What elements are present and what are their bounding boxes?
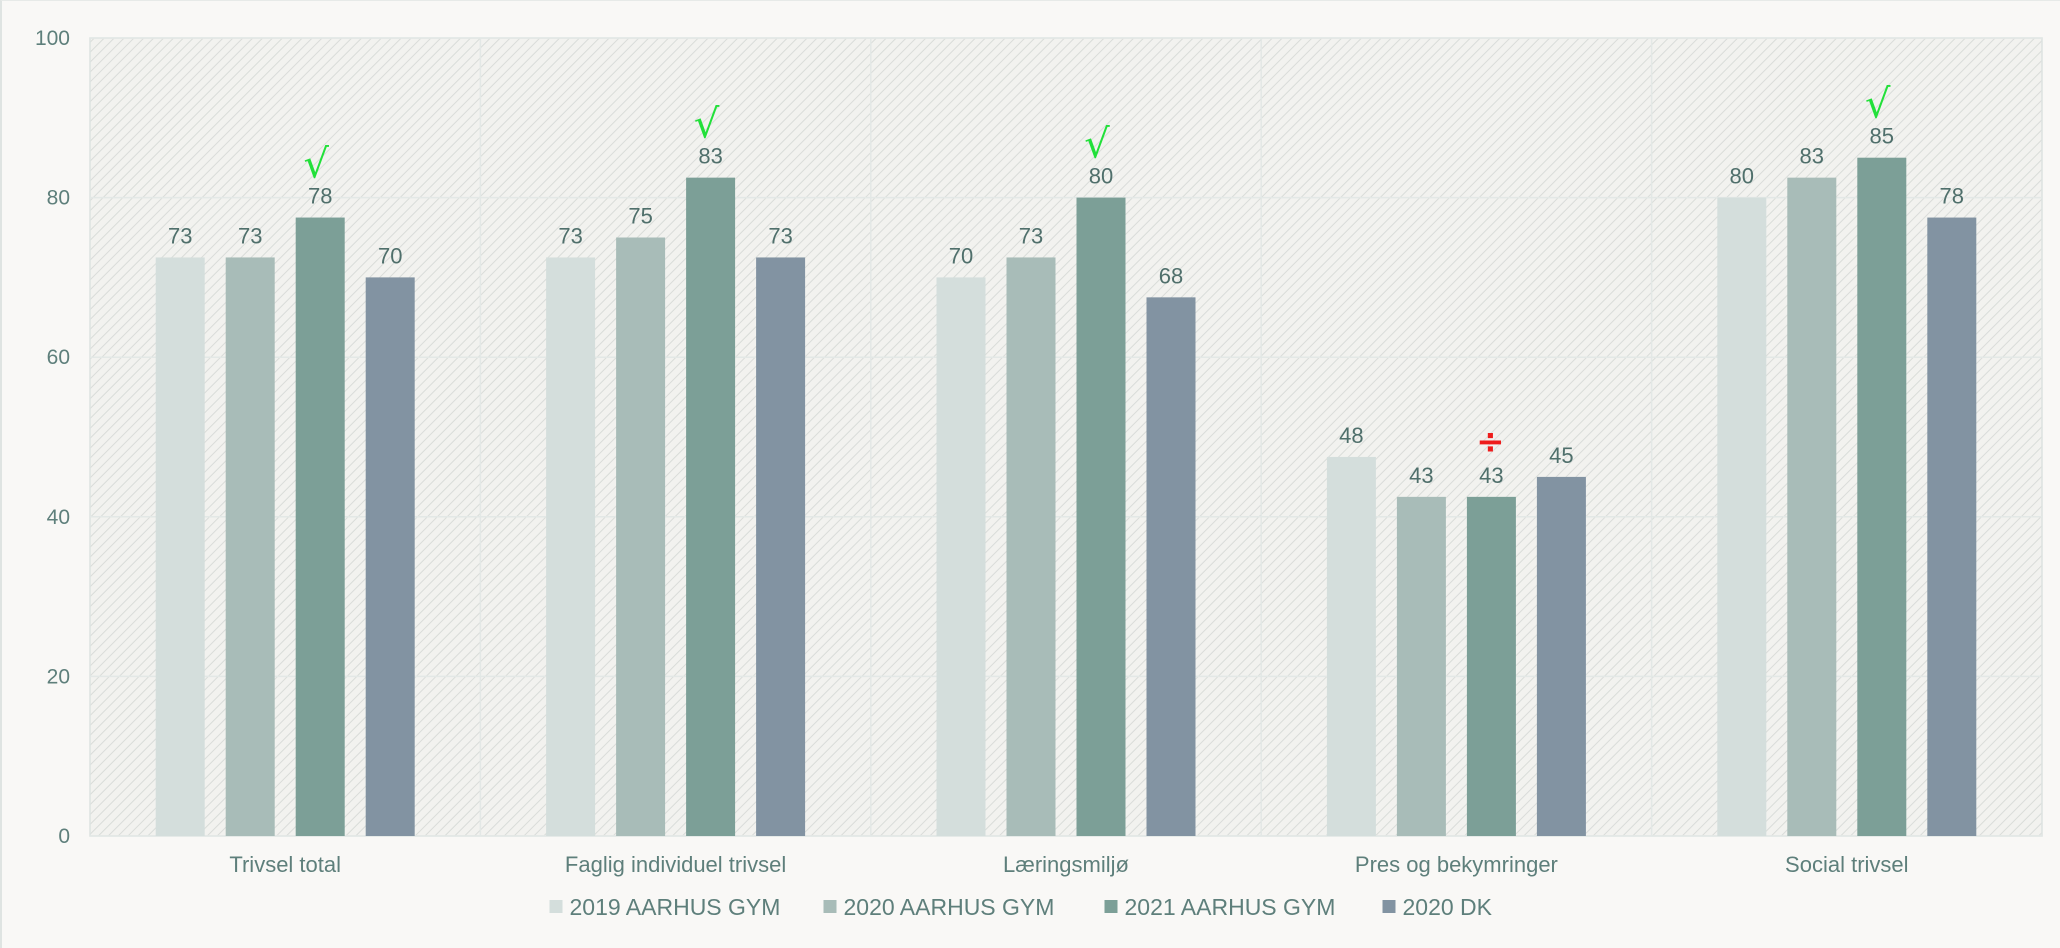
bar [1076,197,1126,837]
legend-swatch [1104,900,1118,913]
x-category-label: Faglig individuel trivsel [565,852,786,877]
bar [936,277,986,836]
bar [1146,297,1196,837]
data-label: 80 [1730,164,1754,189]
x-category-label: Læringsmiljø [1003,852,1129,877]
y-tick-label: 0 [58,825,70,848]
legend-swatch [1382,900,1396,913]
bar [1857,157,1907,836]
data-label: 85 [1870,124,1894,149]
bar [616,237,666,836]
gridlines [90,37,2042,837]
legend-swatch [549,900,563,913]
x-axis: Trivsel total Faglig individuel trivsel Læ… [229,852,1908,877]
bar [1396,496,1446,836]
division-sign-annotation: ÷ [1476,422,1505,462]
data-label: 70 [949,243,973,268]
checkmark-annotation: √ [303,142,329,188]
data-label: 68 [1159,263,1183,288]
annotations: √ √ √ ÷ √ [303,82,1891,462]
data-label: 73 [768,223,792,248]
y-tick-label: 60 [47,346,70,369]
data-label: 83 [698,144,722,169]
bar [1536,476,1586,836]
checkmark-annotation: √ [694,102,720,148]
y-tick-label: 20 [47,665,70,688]
data-label: 78 [308,184,332,209]
legend: 2019 AARHUS GYM 2020 AARHUS GYM 2021 AARHU… [549,894,1493,920]
legend-label: 2020 DK [1403,894,1493,920]
y-tick-label: 80 [47,187,70,210]
y-tick-label: 100 [35,27,70,50]
data-label: 73 [1019,223,1043,248]
bar [1927,217,1977,837]
checkmark-annotation: √ [1084,122,1110,168]
data-label: 43 [1479,463,1503,488]
legend-swatch [823,900,837,913]
checkmark-annotation: √ [1865,82,1891,128]
bar [295,217,345,837]
bar [546,257,596,836]
data-label: 73 [168,223,192,248]
bar [155,257,205,836]
bar [365,277,415,836]
bar [1006,257,1056,836]
bar [1717,197,1767,837]
y-tick-label: 40 [47,506,70,529]
data-label: 73 [238,223,262,248]
bar [756,257,806,836]
data-label: 73 [558,223,582,248]
legend-label: 2020 AARHUS GYM [844,894,1055,920]
legend-label: 2019 AARHUS GYM [570,894,781,920]
data-label: 43 [1409,463,1433,488]
data-label: 75 [628,204,652,229]
data-label: 45 [1549,443,1573,468]
data-label: 80 [1089,164,1113,189]
bar [225,257,275,836]
bar [1787,177,1837,836]
x-category-label: Social trivsel [1785,852,1908,877]
data-label: 83 [1800,144,1824,169]
x-category-label: Pres og bekymringer [1355,852,1558,877]
data-label: 48 [1339,423,1363,448]
bar [1466,496,1516,836]
bar [686,177,736,836]
data-labels: 73 73 78 70 73 75 83 73 70 73 80 68 48 43 43 45 80 83 85 78 [168,124,1964,488]
bars [155,157,1977,837]
plot-area [89,37,2043,837]
plot-background [89,37,2043,837]
legend-label: 2021 AARHUS GYM [1125,894,1336,920]
y-axis: 0 20 40 60 80 100 [35,27,70,848]
data-label: 78 [1940,184,1964,209]
x-category-label: Trivsel total [229,852,341,877]
data-label: 70 [378,243,402,268]
bar [1326,456,1376,836]
